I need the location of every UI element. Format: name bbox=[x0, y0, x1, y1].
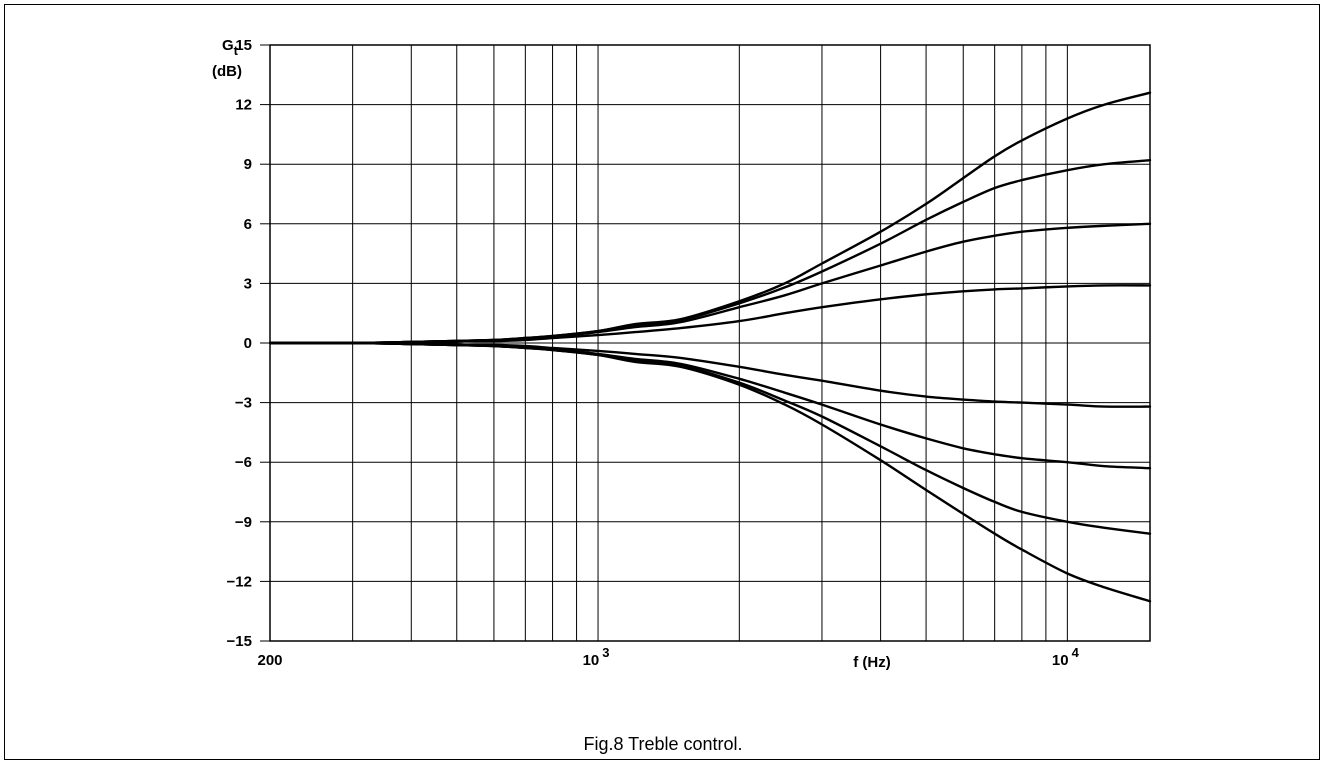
x-tick-exponent: 4 bbox=[1072, 645, 1080, 660]
x-tick-exponent: 3 bbox=[602, 645, 609, 660]
y-tick-label: 0 bbox=[244, 335, 252, 352]
y-tick-label: −3 bbox=[235, 395, 252, 412]
curves bbox=[268, 91, 1152, 603]
x-tick-labels: 200 10 3 10 4 bbox=[257, 645, 1079, 669]
series-line bbox=[268, 341, 1152, 603]
series-line bbox=[268, 91, 1152, 345]
plot-border bbox=[269, 44, 1151, 642]
y-tick-label: 3 bbox=[244, 275, 252, 292]
x-tick-base: 10 bbox=[1052, 652, 1069, 669]
y-tick-label: 6 bbox=[244, 216, 252, 233]
series-line bbox=[268, 284, 1152, 345]
x-tick-label: 10 3 bbox=[583, 645, 610, 669]
y-axis-unit: (dB) bbox=[212, 63, 242, 80]
y-tick-label: 15 bbox=[235, 37, 252, 54]
y-axis-label: Gt bbox=[222, 37, 239, 58]
y-tick-labels: 15 12 9 6 3 0 −3 −6 −9 −12 −15 bbox=[227, 37, 252, 650]
x-tick-base: 200 bbox=[257, 652, 282, 669]
y-tick-label: −12 bbox=[227, 573, 252, 590]
x-axis-label: f (Hz) bbox=[853, 654, 891, 671]
x-tick-label: 10 4 bbox=[1052, 645, 1080, 669]
y-axis-symbol: G bbox=[222, 37, 234, 54]
figure-frame bbox=[4, 4, 1320, 760]
x-tick-base: 10 bbox=[583, 652, 600, 669]
y-axis-subscript: t bbox=[234, 43, 239, 58]
figure-caption: Fig.8 Treble control. bbox=[583, 734, 742, 754]
y-tick-label: −9 bbox=[235, 514, 252, 531]
y-tick-label: −6 bbox=[235, 454, 252, 471]
y-tick-label: 12 bbox=[235, 97, 252, 114]
y-tick-label: 9 bbox=[244, 156, 252, 173]
y-tick-label: −15 bbox=[227, 633, 252, 650]
x-tick-label: 200 bbox=[257, 652, 282, 669]
